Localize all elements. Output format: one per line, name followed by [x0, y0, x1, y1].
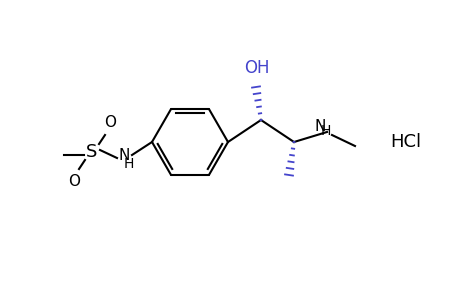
Text: O: O	[68, 175, 80, 190]
Text: HCl: HCl	[389, 133, 420, 151]
Text: OH: OH	[244, 59, 269, 77]
Text: N: N	[118, 148, 129, 163]
Text: H: H	[123, 157, 134, 171]
Text: H: H	[320, 124, 330, 138]
Text: N: N	[313, 118, 325, 134]
Text: O: O	[104, 115, 116, 130]
Text: S: S	[86, 143, 97, 161]
